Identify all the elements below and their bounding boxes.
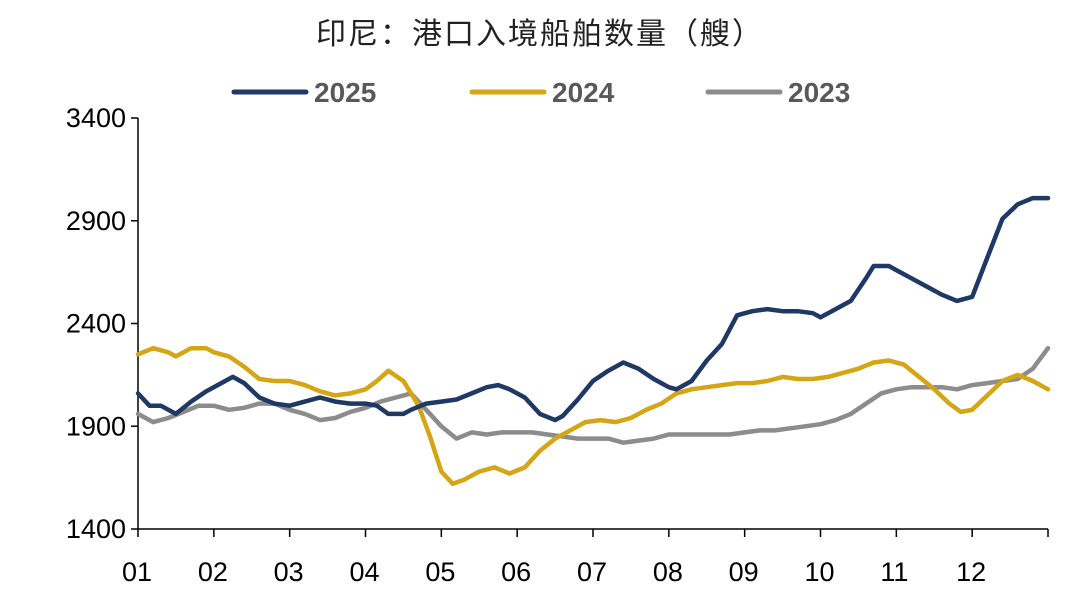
y-axis-ticks: 1400 1900 2400 2900 3400: [66, 103, 138, 544]
x-tick-label: 06: [501, 557, 531, 587]
x-tick-label: 11: [880, 557, 908, 587]
x-axis-ticks: 01 02 03 04 05 06 07 08 09 10 11 12: [122, 529, 1049, 587]
x-tick-label: 09: [729, 557, 759, 587]
legend: 2025 2024 2023: [231, 77, 850, 108]
x-tick-label: 05: [425, 557, 455, 587]
series-line-2025: [135, 195, 1051, 423]
x-tick-label: 02: [198, 557, 228, 587]
y-tick-label: 2400: [66, 309, 126, 339]
x-tick-label: 08: [653, 557, 683, 587]
y-tick-label: 1400: [66, 514, 126, 544]
x-tick-label: 10: [805, 557, 835, 587]
series-line-2024: [135, 345, 1051, 487]
legend-label-2024: 2024: [552, 77, 615, 108]
x-tick-label: 07: [577, 557, 607, 587]
series-lines: [135, 195, 1051, 487]
y-tick-label: 3400: [66, 103, 126, 133]
chart-title: 印尼：港口入境船舶数量（艘）: [316, 17, 764, 52]
y-tick-label: 1900: [66, 411, 126, 441]
legend-label-2023: 2023: [788, 77, 850, 108]
x-tick-label: 03: [274, 557, 304, 587]
x-tick-label: 01: [122, 557, 152, 587]
legend-label-2025: 2025: [314, 77, 376, 108]
x-tick-label: 04: [350, 557, 380, 587]
series-line-2023: [135, 345, 1051, 445]
y-tick-label: 2900: [66, 206, 126, 236]
x-tick-label: 12: [956, 557, 986, 587]
